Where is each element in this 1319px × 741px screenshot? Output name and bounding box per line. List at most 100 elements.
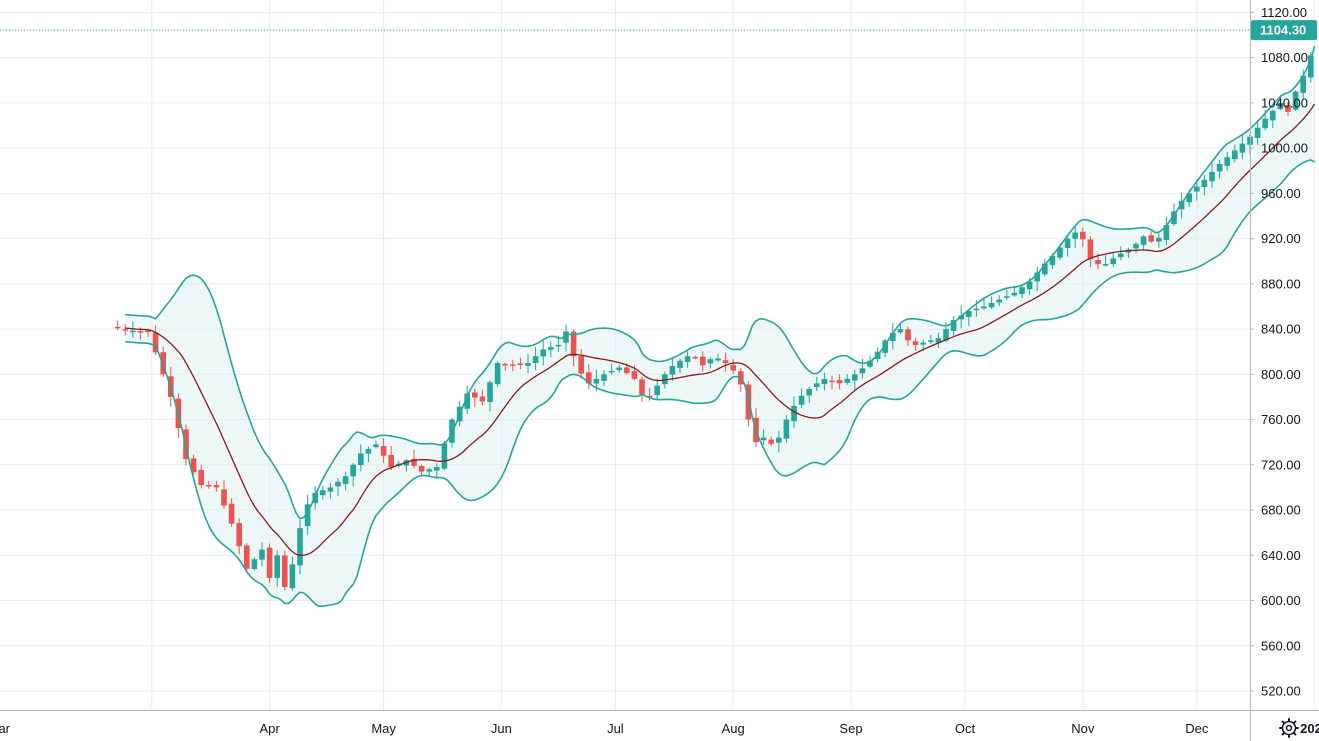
y-tick-label: 560.00 (1261, 638, 1301, 653)
candle-body (206, 484, 212, 487)
y-tick-label: 800.00 (1261, 367, 1301, 382)
candle-body (380, 446, 387, 456)
candle-body (282, 555, 288, 587)
gear-icon[interactable] (1279, 718, 1299, 738)
candle-body (525, 363, 531, 366)
candle-body (806, 389, 812, 396)
candle-body (335, 481, 341, 487)
candle-body (654, 385, 660, 396)
candle-body (1186, 193, 1192, 203)
last-price-marker: 1104.30 (0, 20, 1317, 41)
candle-body (434, 467, 440, 471)
candle-body (1148, 235, 1154, 242)
candle-body (1080, 231, 1086, 240)
candle-body (646, 395, 653, 398)
candle-body (928, 340, 934, 342)
candle-body (426, 469, 432, 472)
candle-body (236, 523, 242, 547)
candle-body (1178, 200, 1185, 210)
candle-body (791, 405, 797, 422)
x-tick-label: ar (0, 721, 11, 736)
y-tick-label: 960.00 (1261, 186, 1301, 201)
candle-body (570, 331, 577, 357)
candle-body (1019, 287, 1025, 295)
candle-body (221, 489, 227, 506)
candle-body (844, 378, 850, 383)
candle-body (624, 367, 630, 374)
candle-body (836, 380, 843, 384)
candle-body (662, 374, 668, 385)
candle-body (905, 329, 911, 341)
x-tick-label: Jul (607, 721, 624, 736)
candle-body (1049, 255, 1056, 266)
candle-body (586, 372, 592, 384)
candle-body (1156, 237, 1162, 242)
candle-body (312, 493, 318, 504)
candle-body (677, 360, 683, 368)
candle-body (358, 453, 364, 465)
lower-band-line (125, 159, 1315, 608)
candle-body (912, 341, 919, 345)
candle-body (1262, 118, 1268, 129)
candle-body (950, 320, 957, 331)
candle-body (320, 490, 326, 496)
candle-body (418, 465, 425, 472)
candle-body (1133, 243, 1139, 249)
candle-body (1239, 143, 1246, 153)
candle-body (1232, 150, 1238, 160)
x-tick-label: Jun (491, 721, 512, 736)
candle-body (1292, 91, 1299, 110)
candle-body (776, 437, 782, 443)
y-tick-label: 640.00 (1261, 548, 1301, 563)
candle-body (137, 331, 144, 333)
candle-body (783, 419, 790, 439)
candle-body (411, 458, 417, 466)
candle-body (152, 332, 159, 353)
candle-body (1118, 253, 1124, 258)
candle-body (814, 383, 820, 387)
candle-body (882, 340, 888, 353)
price-axis[interactable]: 520.00 560.00 600.00 640.00 680.00 720.00 760.… (1250, 0, 1308, 741)
candle-body (1308, 55, 1314, 78)
y-tick-label: 1080.00 (1261, 50, 1308, 65)
x-tick-label: Sep (839, 721, 862, 736)
candle-body (1064, 238, 1071, 249)
candle-body (867, 360, 873, 367)
candle-body (1254, 127, 1261, 138)
candle-body (388, 455, 394, 468)
y-tick-label: 880.00 (1261, 276, 1301, 291)
candle-body (1163, 225, 1170, 241)
candle-body (988, 303, 995, 308)
candle-body (821, 378, 828, 385)
candle-body (479, 396, 486, 402)
candle-body (1072, 232, 1078, 239)
candle-body (1026, 281, 1033, 290)
candle-body (130, 330, 136, 333)
candle-body (297, 528, 303, 566)
candle-body (441, 443, 448, 469)
candle-body (213, 485, 220, 488)
candle-body (730, 365, 736, 371)
candle-body (472, 392, 478, 398)
candle-body (266, 547, 273, 578)
candle-body (1102, 264, 1109, 266)
candle-body (1209, 171, 1215, 182)
x-tick-label: Apr (259, 721, 280, 736)
candle-body (563, 331, 569, 343)
candle-body (669, 366, 676, 375)
candle-body (920, 342, 926, 345)
candle-body (198, 469, 204, 486)
last-price-badge (1251, 20, 1317, 41)
candle-body (966, 310, 972, 318)
y-tick-label: 1120.00 (1261, 5, 1307, 20)
candle-body (852, 374, 858, 381)
candle-body (1201, 179, 1208, 187)
candle-body (768, 439, 774, 444)
candle-body (122, 329, 128, 331)
y-tick-label: 520.00 (1261, 684, 1301, 699)
x-tick-label: May (371, 721, 396, 736)
candle-body (464, 393, 470, 409)
candle-body (555, 344, 562, 347)
